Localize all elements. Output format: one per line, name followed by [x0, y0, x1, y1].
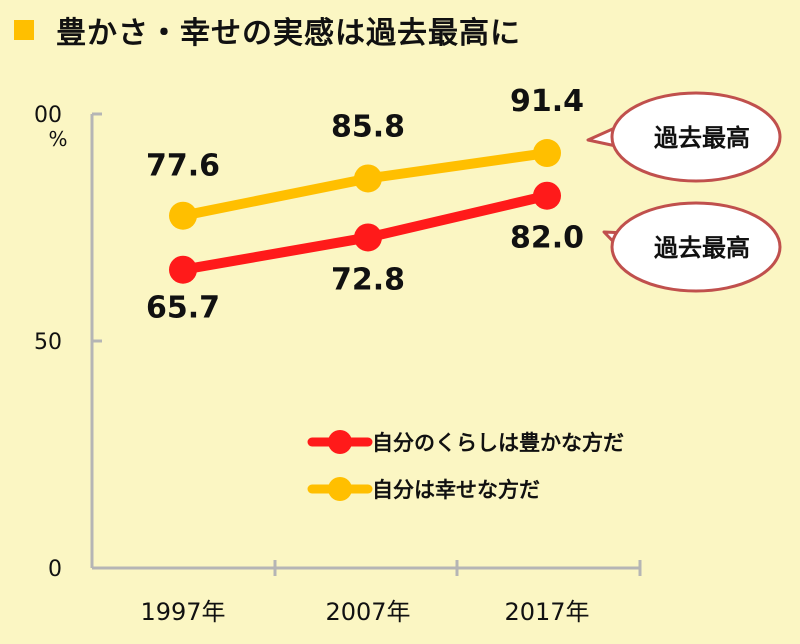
legend-swatch-marker — [328, 430, 352, 454]
callout-bubble — [610, 201, 782, 293]
data-label: 77.6 — [146, 149, 220, 184]
data-label: 72.8 — [331, 262, 405, 297]
callout-record-happy: 過去最高 — [586, 91, 782, 183]
chart-title: 豊かさ・幸せの実感は過去最高に — [56, 16, 521, 51]
title-square-icon — [14, 20, 34, 40]
legend-item: 自分は幸せな方だ — [307, 477, 540, 502]
callout-text: 過去最高 — [654, 124, 750, 152]
data-label: 85.8 — [331, 109, 405, 144]
data-point — [533, 139, 561, 168]
data-point — [169, 255, 197, 284]
y-tick-label: 50 — [34, 330, 62, 355]
x-tick-label: 1997年 — [140, 598, 225, 626]
y-tick-label: 00 — [34, 103, 62, 128]
legend-label: 自分のくらしは豊かな方だ — [372, 431, 624, 455]
legend-item: 自分のくらしは豊かな方だ — [307, 430, 624, 455]
y-unit-label: % — [48, 127, 67, 151]
callout-tail-cover — [628, 126, 642, 146]
data-point — [533, 181, 561, 210]
legend-label: 自分は幸せな方だ — [372, 478, 540, 502]
data-point — [354, 164, 382, 193]
callout-bubble — [610, 91, 782, 183]
legend-swatch-marker — [328, 477, 352, 501]
data-point — [169, 201, 197, 230]
y-tick-label: 0 — [48, 557, 62, 582]
chart-title-block: 豊かさ・幸せの実感は過去最高に — [14, 8, 521, 52]
x-tick-label: 2007年 — [325, 598, 410, 626]
x-tick-label: 2017年 — [504, 598, 589, 626]
callout-record-rich: 過去最高 — [602, 201, 782, 293]
callout-text: 過去最高 — [654, 234, 750, 262]
axes: 0 50 00% 1997年 2007年 2017年 — [34, 103, 642, 626]
series-layer: 77.6 85.8 91.4 65.7 72.8 82.0 — [146, 84, 584, 326]
data-label: 65.7 — [146, 291, 220, 326]
data-label: 91.4 — [510, 84, 584, 119]
callout-tail-cover — [628, 236, 642, 256]
data-label: 82.0 — [510, 221, 584, 256]
data-point — [354, 223, 382, 252]
